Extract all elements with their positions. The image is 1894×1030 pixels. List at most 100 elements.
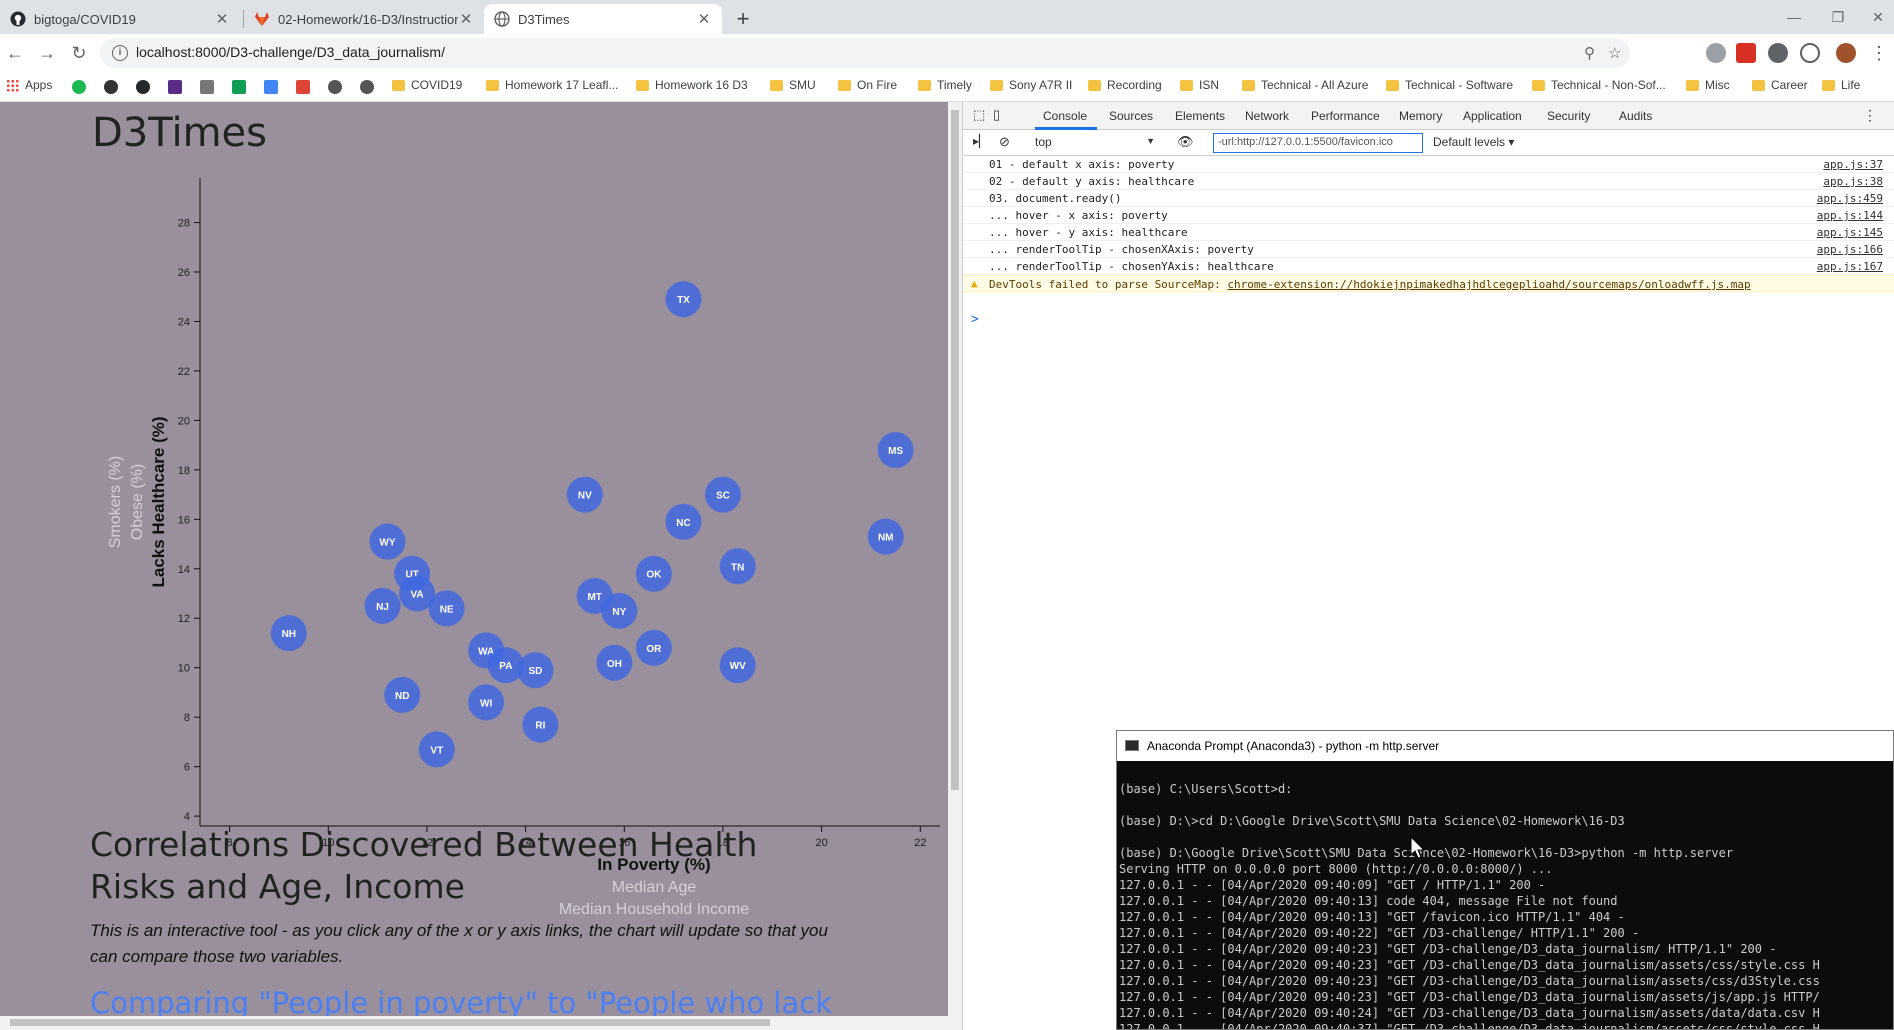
state-circle[interactable] bbox=[522, 706, 559, 743]
tab-network[interactable]: Network bbox=[1245, 109, 1290, 123]
state-point-va[interactable]: VA bbox=[399, 575, 436, 612]
tab-memory[interactable]: Memory bbox=[1399, 109, 1443, 123]
state-circle[interactable] bbox=[399, 575, 436, 612]
state-circle[interactable] bbox=[877, 432, 914, 469]
bookmark-folder[interactable]: Recording bbox=[1088, 78, 1162, 92]
state-point-wv[interactable]: WV bbox=[719, 647, 756, 684]
clear-console-icon[interactable]: ⊘ bbox=[999, 134, 1010, 149]
forward-button[interactable]: → bbox=[38, 43, 56, 63]
state-circle[interactable] bbox=[487, 647, 524, 684]
tab-d3times[interactable]: D3Times ✕ bbox=[484, 4, 722, 34]
state-point-nv[interactable]: NV bbox=[566, 476, 603, 513]
tab-audits[interactable]: Audits bbox=[1619, 109, 1653, 123]
state-circle[interactable] bbox=[364, 587, 401, 624]
state-point-nd[interactable]: ND bbox=[384, 676, 421, 713]
y-axis-label[interactable]: Smokers (%) bbox=[107, 456, 124, 548]
state-circle[interactable] bbox=[418, 731, 455, 768]
scrollbar-thumb[interactable] bbox=[10, 1019, 770, 1026]
zoom-icon[interactable]: ⚲ bbox=[1584, 45, 1595, 62]
bookmark-site-icon[interactable] bbox=[168, 80, 182, 94]
bookmark-folder[interactable]: Timely bbox=[918, 78, 972, 92]
state-point-nm[interactable]: NM bbox=[867, 518, 904, 555]
context-selector[interactable]: top ▼ bbox=[1031, 133, 1159, 153]
scrollbar-thumb[interactable] bbox=[951, 110, 959, 790]
tab-github-covid19[interactable]: bigtoga/COVID19 ✕ bbox=[0, 4, 240, 34]
state-point-vt[interactable]: VT bbox=[418, 731, 455, 768]
state-point-nj[interactable]: NJ bbox=[364, 587, 401, 624]
console-source-link[interactable]: app.js:145 bbox=[1816, 226, 1883, 239]
bookmark-folder[interactable]: Technical - All Azure bbox=[1242, 78, 1368, 92]
state-point-oh[interactable]: OH bbox=[596, 644, 633, 681]
state-circle[interactable] bbox=[665, 503, 702, 540]
y-axis-label[interactable]: Obese (%) bbox=[129, 464, 146, 540]
console-source-link[interactable]: app.js:459 bbox=[1816, 192, 1883, 205]
bookmark-site-icon[interactable] bbox=[72, 80, 86, 94]
devtools-menu-icon[interactable]: ⋮ bbox=[1863, 107, 1877, 123]
extension-circle-icon[interactable] bbox=[1768, 43, 1788, 63]
eye-icon[interactable]: 👁 bbox=[1177, 134, 1194, 149]
state-point-nc[interactable]: NC bbox=[665, 503, 702, 540]
restore-window-button[interactable]: ❐ bbox=[1831, 9, 1845, 25]
bookmark-folder[interactable]: COVID19 bbox=[392, 78, 462, 92]
log-levels-dropdown[interactable]: Default levels ▾ bbox=[1433, 135, 1515, 149]
bookmark-folder[interactable]: Life bbox=[1822, 78, 1860, 92]
console-source-link[interactable]: app.js:167 bbox=[1816, 260, 1883, 273]
inspect-element-icon[interactable]: ⬚ bbox=[973, 107, 986, 122]
sidebar-toggle-icon[interactable]: ▸▏ bbox=[973, 134, 989, 148]
address-bar[interactable]: i localhost:8000/D3-challenge/D3_data_jo… bbox=[100, 38, 1630, 68]
bookmark-folder[interactable]: Sony A7R II bbox=[990, 78, 1072, 92]
x-axis-label[interactable]: In Poverty (%) bbox=[597, 855, 710, 874]
bookmark-site-icon[interactable] bbox=[264, 80, 278, 94]
state-circle[interactable] bbox=[270, 615, 307, 652]
state-point-ms[interactable]: MS bbox=[877, 432, 914, 469]
bookmark-star-icon[interactable]: ☆ bbox=[1608, 45, 1622, 62]
state-point-wi[interactable]: WI bbox=[468, 684, 505, 721]
bookmark-folder[interactable]: Homework 16 D3 bbox=[636, 78, 748, 92]
bookmark-site-icon[interactable] bbox=[328, 80, 342, 94]
state-circle[interactable] bbox=[596, 644, 633, 681]
state-point-tn[interactable]: TN bbox=[719, 548, 756, 585]
tab-gitlab-instructions[interactable]: 02-Homework/16-D3/Instruction ✕ bbox=[244, 4, 484, 34]
state-circle[interactable] bbox=[384, 676, 421, 713]
terminal-titlebar[interactable]: Anaconda Prompt (Anaconda3) - python -m … bbox=[1117, 731, 1893, 761]
extension-info-icon[interactable] bbox=[1800, 43, 1820, 63]
bookmark-folder[interactable]: On Fire bbox=[838, 78, 897, 92]
bookmark-folder[interactable]: Misc bbox=[1686, 78, 1730, 92]
bookmark-folder[interactable]: ISN bbox=[1180, 78, 1219, 92]
back-button[interactable]: ← bbox=[6, 43, 24, 63]
avatar[interactable] bbox=[1836, 43, 1856, 63]
extension-lastpass-icon[interactable] bbox=[1736, 43, 1756, 63]
extension-cloud-icon[interactable] bbox=[1706, 43, 1726, 63]
tab-console[interactable]: Console bbox=[1043, 109, 1088, 123]
section-link[interactable]: Comparing "People in poverty" to "People… bbox=[90, 986, 832, 1020]
new-tab-button[interactable]: + bbox=[736, 6, 750, 31]
bookmark-folder[interactable]: Career bbox=[1752, 78, 1808, 92]
state-point-or[interactable]: OR bbox=[635, 629, 672, 666]
console-source-link[interactable]: app.js:144 bbox=[1816, 209, 1883, 222]
bookmark-site-icon[interactable] bbox=[360, 80, 374, 94]
minimize-window-button[interactable]: — bbox=[1787, 9, 1801, 25]
browser-menu-icon[interactable]: ⋮ bbox=[1870, 43, 1888, 63]
bookmark-folder[interactable]: Technical - Non-Sof... bbox=[1532, 78, 1666, 92]
github-icon[interactable] bbox=[136, 80, 150, 94]
state-circle[interactable] bbox=[867, 518, 904, 555]
page-vertical-scrollbar[interactable] bbox=[948, 102, 962, 1030]
state-point-nh[interactable]: NH bbox=[270, 615, 307, 652]
state-point-tx[interactable]: TX bbox=[665, 281, 702, 318]
state-point-sc[interactable]: SC bbox=[704, 476, 741, 513]
reload-button[interactable]: ↻ bbox=[71, 43, 87, 63]
state-point-sd[interactable]: SD bbox=[517, 652, 554, 689]
anaconda-prompt-window[interactable]: Anaconda Prompt (Anaconda3) - python -m … bbox=[1116, 730, 1894, 1030]
state-circle[interactable] bbox=[635, 629, 672, 666]
state-point-ri[interactable]: RI bbox=[522, 706, 559, 743]
bookmark-site-icon[interactable] bbox=[200, 80, 214, 94]
state-circle[interactable] bbox=[566, 476, 603, 513]
device-toolbar-icon[interactable]: ▯ bbox=[993, 107, 1001, 122]
state-circle[interactable] bbox=[635, 555, 672, 592]
state-circle[interactable] bbox=[517, 652, 554, 689]
state-point-ny[interactable]: NY bbox=[601, 592, 638, 629]
page-horizontal-scrollbar[interactable] bbox=[0, 1016, 948, 1030]
console-source-link[interactable]: app.js:166 bbox=[1816, 243, 1883, 256]
state-circle[interactable] bbox=[468, 684, 505, 721]
console-source-link[interactable]: app.js:38 bbox=[1823, 175, 1883, 188]
